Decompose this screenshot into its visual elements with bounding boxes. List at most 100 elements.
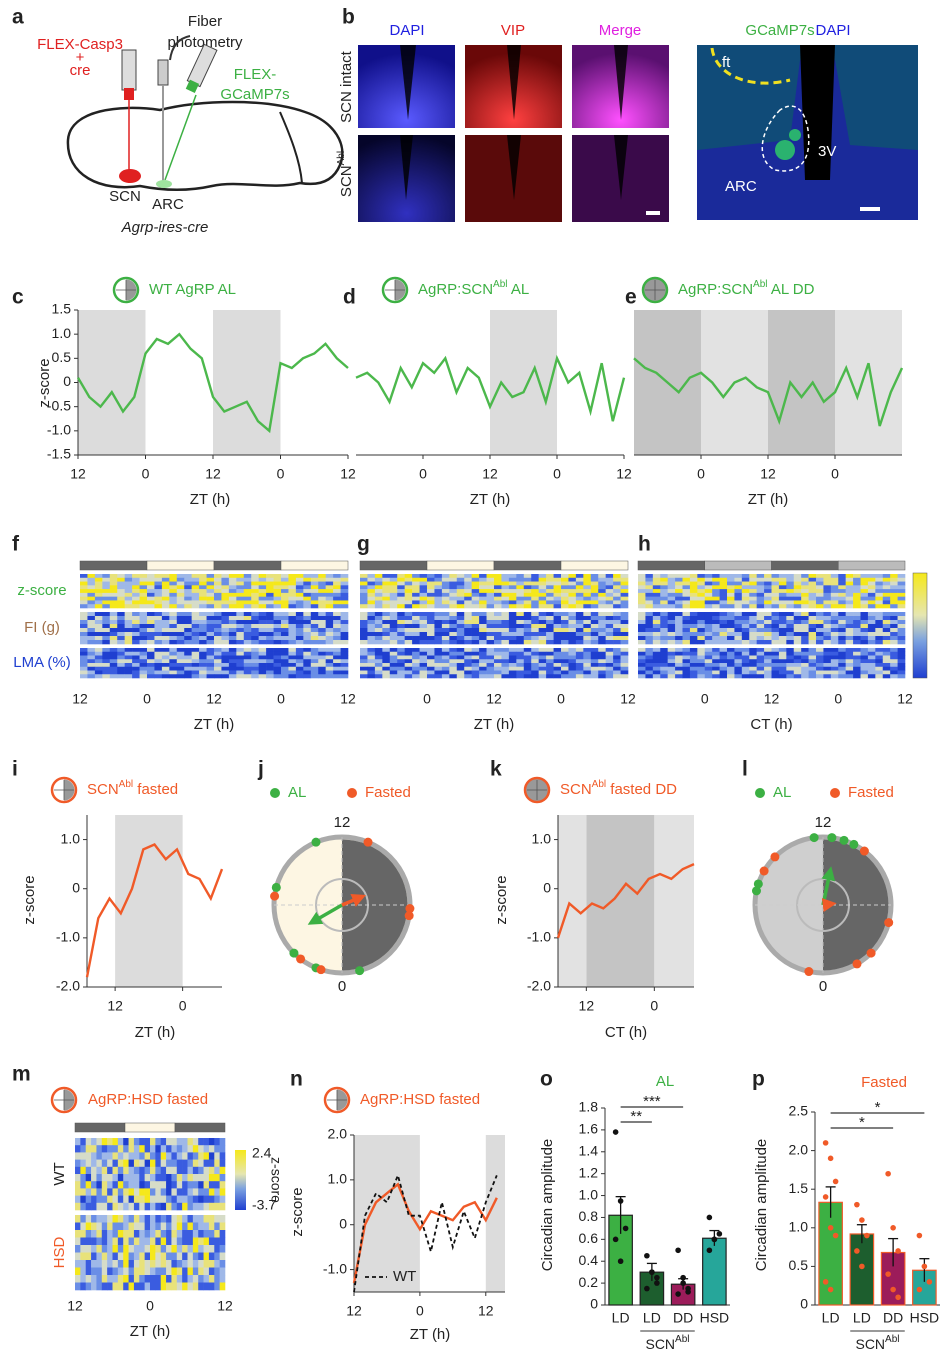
data-point [707,1247,713,1253]
heatmap-cell [207,582,215,586]
heatmap-cell [102,1203,108,1211]
heatmap-cell [742,612,750,616]
heatmap-cell [209,1223,215,1231]
heatmap-cell [645,640,653,644]
heatmap-cell [487,628,495,632]
heatmap-cell [209,1230,215,1238]
heatmap-cell [166,1245,172,1253]
heatmap-cell [653,589,661,593]
heatmap-cell [720,578,728,582]
heatmap-cell [229,624,237,628]
heatmap-cell [749,671,757,675]
heatmap-cell [772,578,780,582]
heatmap-cell [568,640,576,644]
heatmap-cell [501,612,509,616]
heatmap-cell [102,628,110,632]
significance-label: * [859,1114,865,1131]
heatmap-cell [117,636,125,640]
heatmap-cell [311,663,319,667]
heatmap-cell [727,652,735,656]
heatmap-cell [193,1152,199,1160]
group-label-part: Abl [675,1334,689,1345]
heatmap-cell [598,620,606,624]
heatmap-cell [296,597,304,601]
heatmap-cell [259,674,267,678]
heatmap-cell [154,659,162,663]
heatmap-cell [140,582,148,586]
heatmap-cell [80,628,88,632]
heatmap-cell [591,589,599,593]
heatmap-cell [621,652,629,656]
heatmap-cell [145,1167,151,1175]
heatmap-cell [472,585,480,589]
heatmap-cell [838,652,846,656]
heatmap-cell [209,1174,215,1182]
heatmap-cell [613,585,621,589]
heatmap-cell [214,1138,220,1146]
heatmap-cell [846,578,854,582]
heatmap-cell [214,628,222,632]
heatmap-cell [95,636,103,640]
heatmap-cell [75,1283,81,1291]
heatmap-cell [207,663,215,667]
heatmap-cell [288,593,296,597]
heatmap-cell [764,604,772,608]
heatmap-cell [75,1152,81,1160]
heatmap-cell [118,1215,124,1223]
heatmap-cell [266,593,274,597]
heatmap-cell [326,616,334,620]
heatmap-cell [80,600,88,604]
heatmap-cell [568,624,576,628]
x-tick-label: 12 [340,691,356,707]
heatmap-cell [501,593,509,597]
heatmap-cell [244,667,252,671]
heatmap-cell [288,616,296,620]
heatmap-cell [139,1283,145,1291]
heatmap-cell [171,1160,177,1168]
heatmap-cell [591,578,599,582]
heatmap-cell [162,578,170,582]
heatmap-cell [898,620,906,624]
heatmap-cell [742,648,750,652]
heatmap-cell [442,632,450,636]
heatmap-cell [318,582,326,586]
heatmap-cell [236,671,244,675]
heatmap-cell [288,640,296,644]
heatmap-cell [786,582,794,586]
syringe [184,44,217,93]
heatmap-cell [772,585,780,589]
heatmap-cell [193,1138,199,1146]
heatmap-cell [554,671,562,675]
heatmap-cell [118,1181,124,1189]
heatmap-cell [80,667,88,671]
heatmap-cell [838,624,846,628]
heatmap-cell [244,612,252,616]
heatmap-cell [80,674,88,678]
heatmap-cell [341,593,349,597]
heatmap-cell [113,1238,119,1246]
heatmap-cell [890,636,898,640]
heatmap-cell [734,582,742,586]
heatmap-cell [118,1230,124,1238]
heatmap-cell [311,659,319,663]
row-label: WT [51,1162,68,1185]
heatmap-cell [712,593,720,597]
heatmap-cell [296,578,304,582]
heatmap-cell [479,667,487,671]
heatmap-cell [311,600,319,604]
heatmap-cell [883,616,891,620]
heatmap-cell [236,632,244,636]
heatmap-cell [412,656,420,660]
heatmap-cell [161,1174,167,1182]
heatmap-cell [80,1174,86,1182]
heatmap-cell [883,600,891,604]
heatmap-cell [494,597,502,601]
heatmap-cell [221,612,229,616]
heatmap-cell [110,624,118,628]
heatmap-cell [162,604,170,608]
heatmap-cell [786,636,794,640]
heatmap-cell [457,659,465,663]
heatmap-cell [697,632,705,636]
heatmap-cell [145,1275,151,1283]
heatmap-cell [177,659,185,663]
